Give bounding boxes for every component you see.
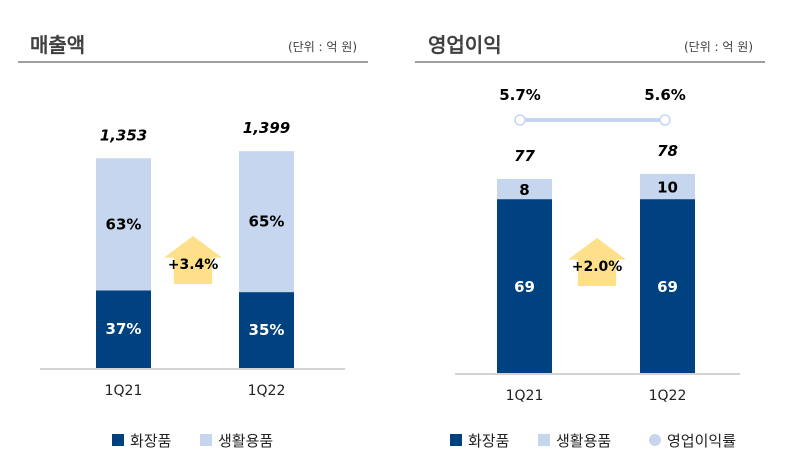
bar-화장품-1Q21 [96, 290, 151, 368]
bar-생활용품-1Q22 [239, 151, 294, 293]
total-label: 78 [657, 142, 678, 160]
legend-marker-circle [649, 434, 661, 446]
legend-label: 생활용품 [556, 432, 611, 450]
growth-annotation: +2.0% [572, 259, 623, 275]
bar-value-label: 8 [519, 181, 529, 199]
bar-화장품-1Q21 [497, 199, 552, 373]
bar-value-label: 63% [106, 215, 142, 233]
bar-value-label: 37% [106, 320, 142, 338]
x-tick-label: 1Q21 [105, 383, 143, 399]
chart-title: 영업이익 [428, 33, 502, 57]
legend-label: 화장품 [468, 432, 509, 450]
growth-annotation: +3.4% [168, 257, 219, 273]
total-label: 1,353 [100, 126, 147, 144]
margin-label: 5.6% [644, 86, 686, 104]
chart-title: 매출액 [30, 33, 85, 57]
margin-point [659, 114, 671, 126]
unit-label: (단위 : 억 원) [684, 40, 753, 54]
bar-value-label: 65% [249, 213, 285, 231]
total-label: 77 [514, 147, 535, 165]
bar-화장품-1Q22 [640, 199, 695, 373]
legend-label: 영업이익률 [667, 432, 736, 450]
increase-arrow [164, 236, 222, 284]
margin-point [514, 114, 526, 126]
bar-생활용품-1Q21 [497, 178, 552, 200]
legend-marker [538, 434, 550, 446]
x-tick-label: 1Q21 [506, 388, 544, 404]
legend-label: 화장품 [130, 432, 171, 450]
bar-화장품-1Q22 [239, 292, 294, 368]
total-label: 1,399 [243, 119, 290, 137]
legend-label: 생활용품 [218, 432, 273, 450]
bar-value-label: 10 [657, 179, 678, 197]
margin-label: 5.7% [499, 86, 541, 104]
legend-marker [450, 434, 462, 446]
increase-arrow [568, 238, 626, 286]
bar-생활용품-1Q22 [640, 173, 695, 200]
bar-value-label: 69 [514, 278, 535, 296]
unit-label: (단위 : 억 원) [288, 40, 357, 54]
bar-생활용품-1Q21 [96, 158, 151, 291]
x-tick-label: 1Q22 [248, 383, 286, 399]
bar-value-label: 35% [249, 321, 285, 339]
bar-value-label: 69 [657, 278, 678, 296]
legend-marker [112, 434, 124, 446]
x-tick-label: 1Q22 [649, 388, 687, 404]
legend-marker [200, 434, 212, 446]
